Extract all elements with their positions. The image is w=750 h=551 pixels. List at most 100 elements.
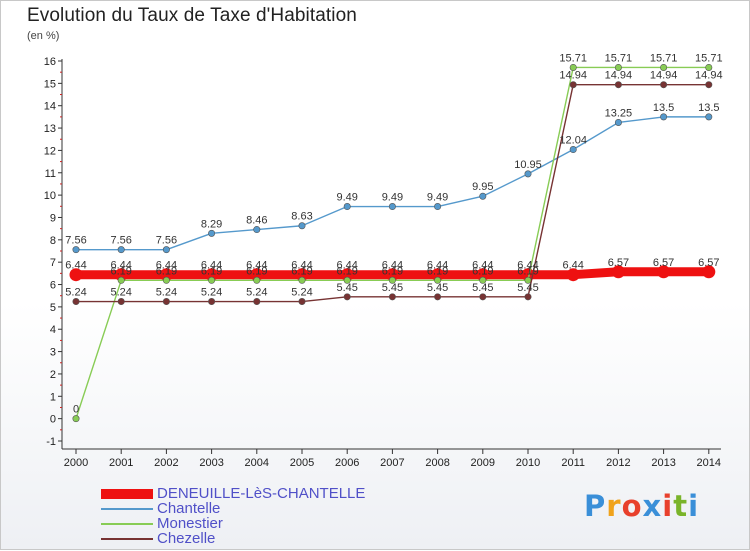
data-point bbox=[208, 298, 216, 306]
data-label: 9.95 bbox=[472, 181, 493, 193]
x-tick-label: 2000 bbox=[64, 457, 88, 469]
legend-label: Chantelle bbox=[157, 500, 221, 517]
data-label: 10.95 bbox=[514, 159, 542, 171]
data-label: 14.94 bbox=[695, 70, 723, 82]
logo-letter: x bbox=[642, 489, 663, 523]
legend-swatch bbox=[101, 522, 153, 525]
legend-swatch bbox=[101, 507, 153, 510]
y-tick-label: 5 bbox=[50, 302, 56, 314]
y-tick-label: 0 bbox=[50, 414, 56, 426]
chart-unit-label: (en %) bbox=[27, 30, 60, 42]
x-tick-label: 2002 bbox=[154, 457, 178, 469]
data-label: 6.44 bbox=[382, 260, 403, 272]
data-label: 5.45 bbox=[427, 282, 448, 294]
y-tick-label: 10 bbox=[44, 190, 56, 202]
data-label: 14.94 bbox=[559, 70, 587, 82]
data-label: 6.44 bbox=[427, 260, 448, 272]
data-label: 8.46 bbox=[246, 215, 267, 227]
y-tick-label: 11 bbox=[45, 168, 56, 180]
data-point bbox=[253, 298, 261, 306]
data-label: 12.04 bbox=[559, 135, 587, 147]
data-point bbox=[388, 293, 396, 301]
y-tick-label: 3 bbox=[50, 347, 56, 359]
data-label: 5.45 bbox=[382, 282, 403, 294]
legend-item: Chezelle bbox=[101, 531, 365, 546]
data-point bbox=[72, 298, 80, 306]
y-tick-label: 7 bbox=[50, 257, 56, 269]
data-label: 13.25 bbox=[605, 107, 633, 119]
data-label: 6.19 bbox=[472, 265, 493, 277]
data-point bbox=[476, 268, 490, 282]
data-point bbox=[479, 276, 487, 284]
data-point bbox=[72, 415, 80, 423]
logo-letter: r bbox=[606, 489, 622, 523]
logo-letter: o bbox=[621, 489, 643, 523]
x-tick-label: 2004 bbox=[245, 457, 269, 469]
data-label: 0 bbox=[73, 404, 79, 416]
x-tick-label: 2005 bbox=[290, 457, 314, 469]
x-tick-label: 2008 bbox=[425, 457, 449, 469]
data-point bbox=[614, 63, 622, 71]
data-label: 5.24 bbox=[156, 287, 177, 299]
y-tick-label: 15 bbox=[44, 78, 56, 90]
data-point bbox=[162, 246, 170, 254]
data-point bbox=[253, 276, 261, 284]
chart-legend: DENEUILLE-LèS-CHANTELLE Chantelle Monestie… bbox=[101, 486, 365, 546]
data-point bbox=[524, 170, 532, 178]
data-point bbox=[657, 265, 671, 279]
data-point bbox=[611, 265, 625, 279]
data-point bbox=[385, 268, 399, 282]
legend-label: Chezelle bbox=[157, 530, 216, 547]
data-point bbox=[434, 276, 442, 284]
data-label: 6.44 bbox=[562, 260, 583, 272]
data-point bbox=[162, 276, 170, 284]
data-point bbox=[614, 118, 622, 126]
data-label: 6.44 bbox=[472, 260, 493, 272]
data-label: 6.19 bbox=[110, 265, 131, 277]
data-label: 5.45 bbox=[517, 282, 538, 294]
x-tick-label: 2011 bbox=[561, 457, 585, 469]
data-label: 6.19 bbox=[156, 265, 177, 277]
data-point bbox=[702, 265, 716, 279]
data-label: 6.19 bbox=[291, 265, 312, 277]
data-point bbox=[69, 268, 83, 282]
data-label: 7.56 bbox=[110, 235, 131, 247]
data-point bbox=[298, 222, 306, 230]
data-point bbox=[295, 268, 309, 282]
data-label: 7.56 bbox=[156, 235, 177, 247]
data-point bbox=[388, 203, 396, 211]
data-point bbox=[159, 268, 173, 282]
proxiti-logo: Proxiti bbox=[584, 489, 699, 523]
x-tick-label: 2012 bbox=[606, 457, 630, 469]
data-point bbox=[117, 276, 125, 284]
logo-letter: i bbox=[688, 489, 700, 523]
data-point bbox=[566, 268, 580, 282]
chart-title: Evolution du Taux de Taxe d'Habitation bbox=[27, 5, 357, 26]
data-label: 6.19 bbox=[382, 265, 403, 277]
data-label: 5.24 bbox=[291, 287, 312, 299]
data-label: 8.29 bbox=[201, 218, 222, 230]
data-label: 6.19 bbox=[517, 265, 538, 277]
legend-label: Monestier bbox=[157, 515, 223, 532]
data-label: 8.63 bbox=[291, 211, 312, 223]
legend-swatch bbox=[101, 537, 153, 540]
data-label: 6.44 bbox=[156, 260, 177, 272]
logo-letter: P bbox=[584, 489, 607, 523]
data-point bbox=[343, 276, 351, 284]
x-tick-label: 2007 bbox=[380, 457, 404, 469]
y-tick-label: 4 bbox=[50, 324, 56, 336]
data-point bbox=[569, 63, 577, 71]
y-tick-label: 2 bbox=[50, 369, 56, 381]
data-label: 6.44 bbox=[65, 260, 86, 272]
data-point bbox=[340, 268, 354, 282]
data-label: 5.45 bbox=[472, 282, 493, 294]
data-label: 5.45 bbox=[336, 282, 357, 294]
data-point bbox=[660, 81, 668, 89]
x-tick-label: 2013 bbox=[651, 457, 675, 469]
data-point bbox=[298, 298, 306, 306]
data-label: 15.71 bbox=[695, 52, 723, 64]
data-point bbox=[705, 113, 713, 121]
y-tick-label: -1 bbox=[46, 436, 56, 448]
